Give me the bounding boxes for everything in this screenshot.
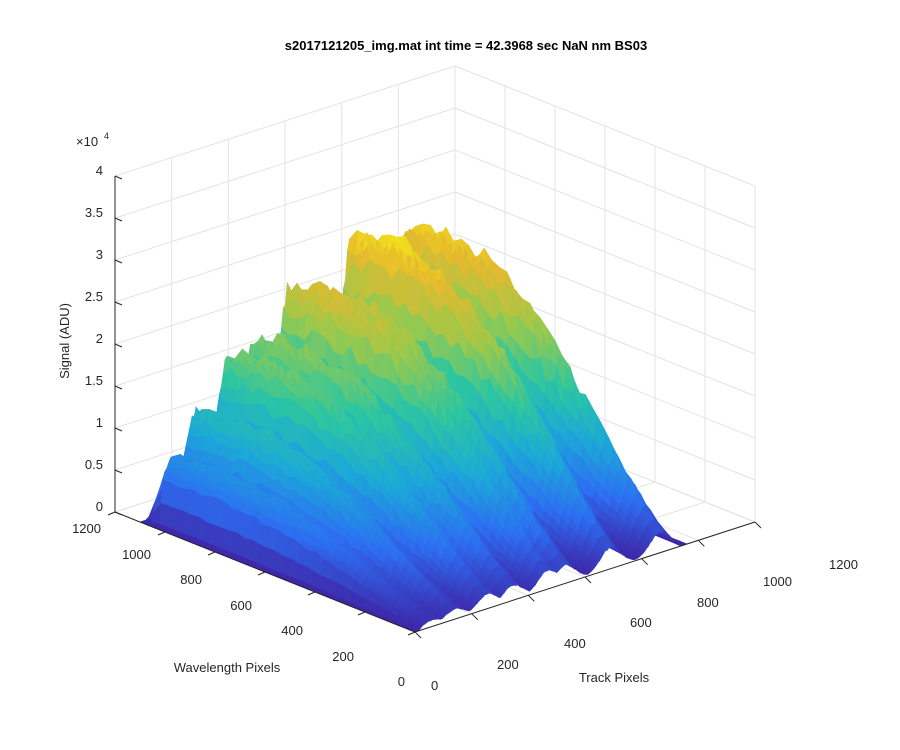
side-wall-grid-line — [454, 107, 756, 229]
back-wall-grid-line — [114, 65, 456, 177]
surface — [139, 223, 688, 633]
side-wall-grid-line — [454, 65, 756, 187]
side-wall-grid-line — [454, 191, 756, 313]
back-wall-grid-line — [114, 149, 456, 261]
side-wall-grid-line — [454, 149, 756, 271]
back-wall-grid-line — [114, 191, 456, 303]
side-wall-grid-line — [454, 233, 756, 355]
back-wall-grid-line — [114, 107, 456, 219]
